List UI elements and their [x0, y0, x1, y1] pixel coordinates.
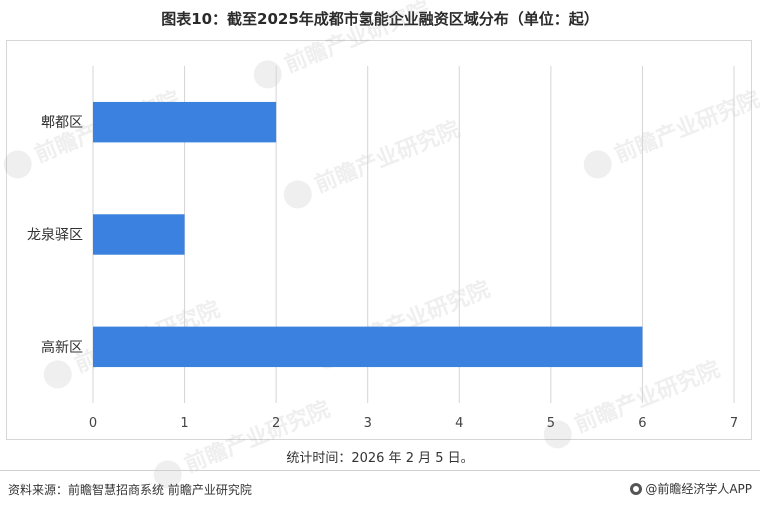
x-tick-label: 0 [89, 416, 97, 431]
chart-frame [6, 40, 752, 440]
bars [93, 101, 643, 368]
category-label: 郫都区 [41, 115, 83, 131]
x-tick-label: 2 [272, 416, 280, 431]
x-tick-label: 1 [180, 416, 188, 431]
watermark: 前瞻产业研究院 [253, 0, 434, 89]
chart-title: 图表10：截至2025年成都市氢能企业融资区域分布（单位：起） [161, 10, 599, 28]
watermark-text: 前瞻产业研究院 [311, 116, 464, 198]
x-tick-label: 4 [455, 416, 463, 431]
watermark-logo-icon [283, 180, 312, 209]
watermark: 前瞻产业研究院 [543, 356, 724, 449]
category-label: 龙泉驿区 [27, 227, 83, 244]
source-text: 资料来源：前瞻智慧招商系统 前瞻产业研究院 [8, 483, 252, 497]
bar [93, 214, 185, 255]
watermark-logo-icon [43, 360, 72, 389]
watermark: 前瞻产业研究院 [283, 116, 464, 209]
watermark-logo-icon [543, 420, 572, 449]
bar [93, 101, 277, 143]
footer-divider [0, 470, 760, 471]
watermark-logo-icon [3, 150, 32, 179]
watermark-logo-icon [253, 60, 282, 89]
watermark: 前瞻产业研究院 [153, 396, 334, 489]
x-tick-labels: 0 1 2 3 4 5 6 7 [89, 416, 738, 431]
brand-logo-icon [630, 482, 643, 495]
watermark: 前瞻产业研究院 [583, 86, 760, 179]
watermark-logo-icon [583, 150, 612, 179]
watermark-logo-icon [153, 460, 182, 489]
category-label: 高新区 [41, 339, 83, 356]
brand-label: @前瞻经济学人APP [630, 480, 752, 497]
x-tick-label: 7 [730, 416, 738, 431]
x-tick-label: 6 [638, 416, 646, 431]
watermark-text: 前瞻产业研究院 [281, 0, 434, 78]
brand-text: @前瞻经济学人APP [645, 482, 752, 496]
watermark-text: 前瞻产业研究院 [611, 86, 760, 168]
x-tick-label: 5 [547, 416, 555, 431]
x-tick-label: 3 [364, 416, 372, 431]
bar [93, 326, 643, 368]
watermark-text: 前瞻产业研究院 [571, 356, 724, 438]
stat-time-note: 统计时间：2026 年 2 月 5 日。 [286, 451, 474, 466]
